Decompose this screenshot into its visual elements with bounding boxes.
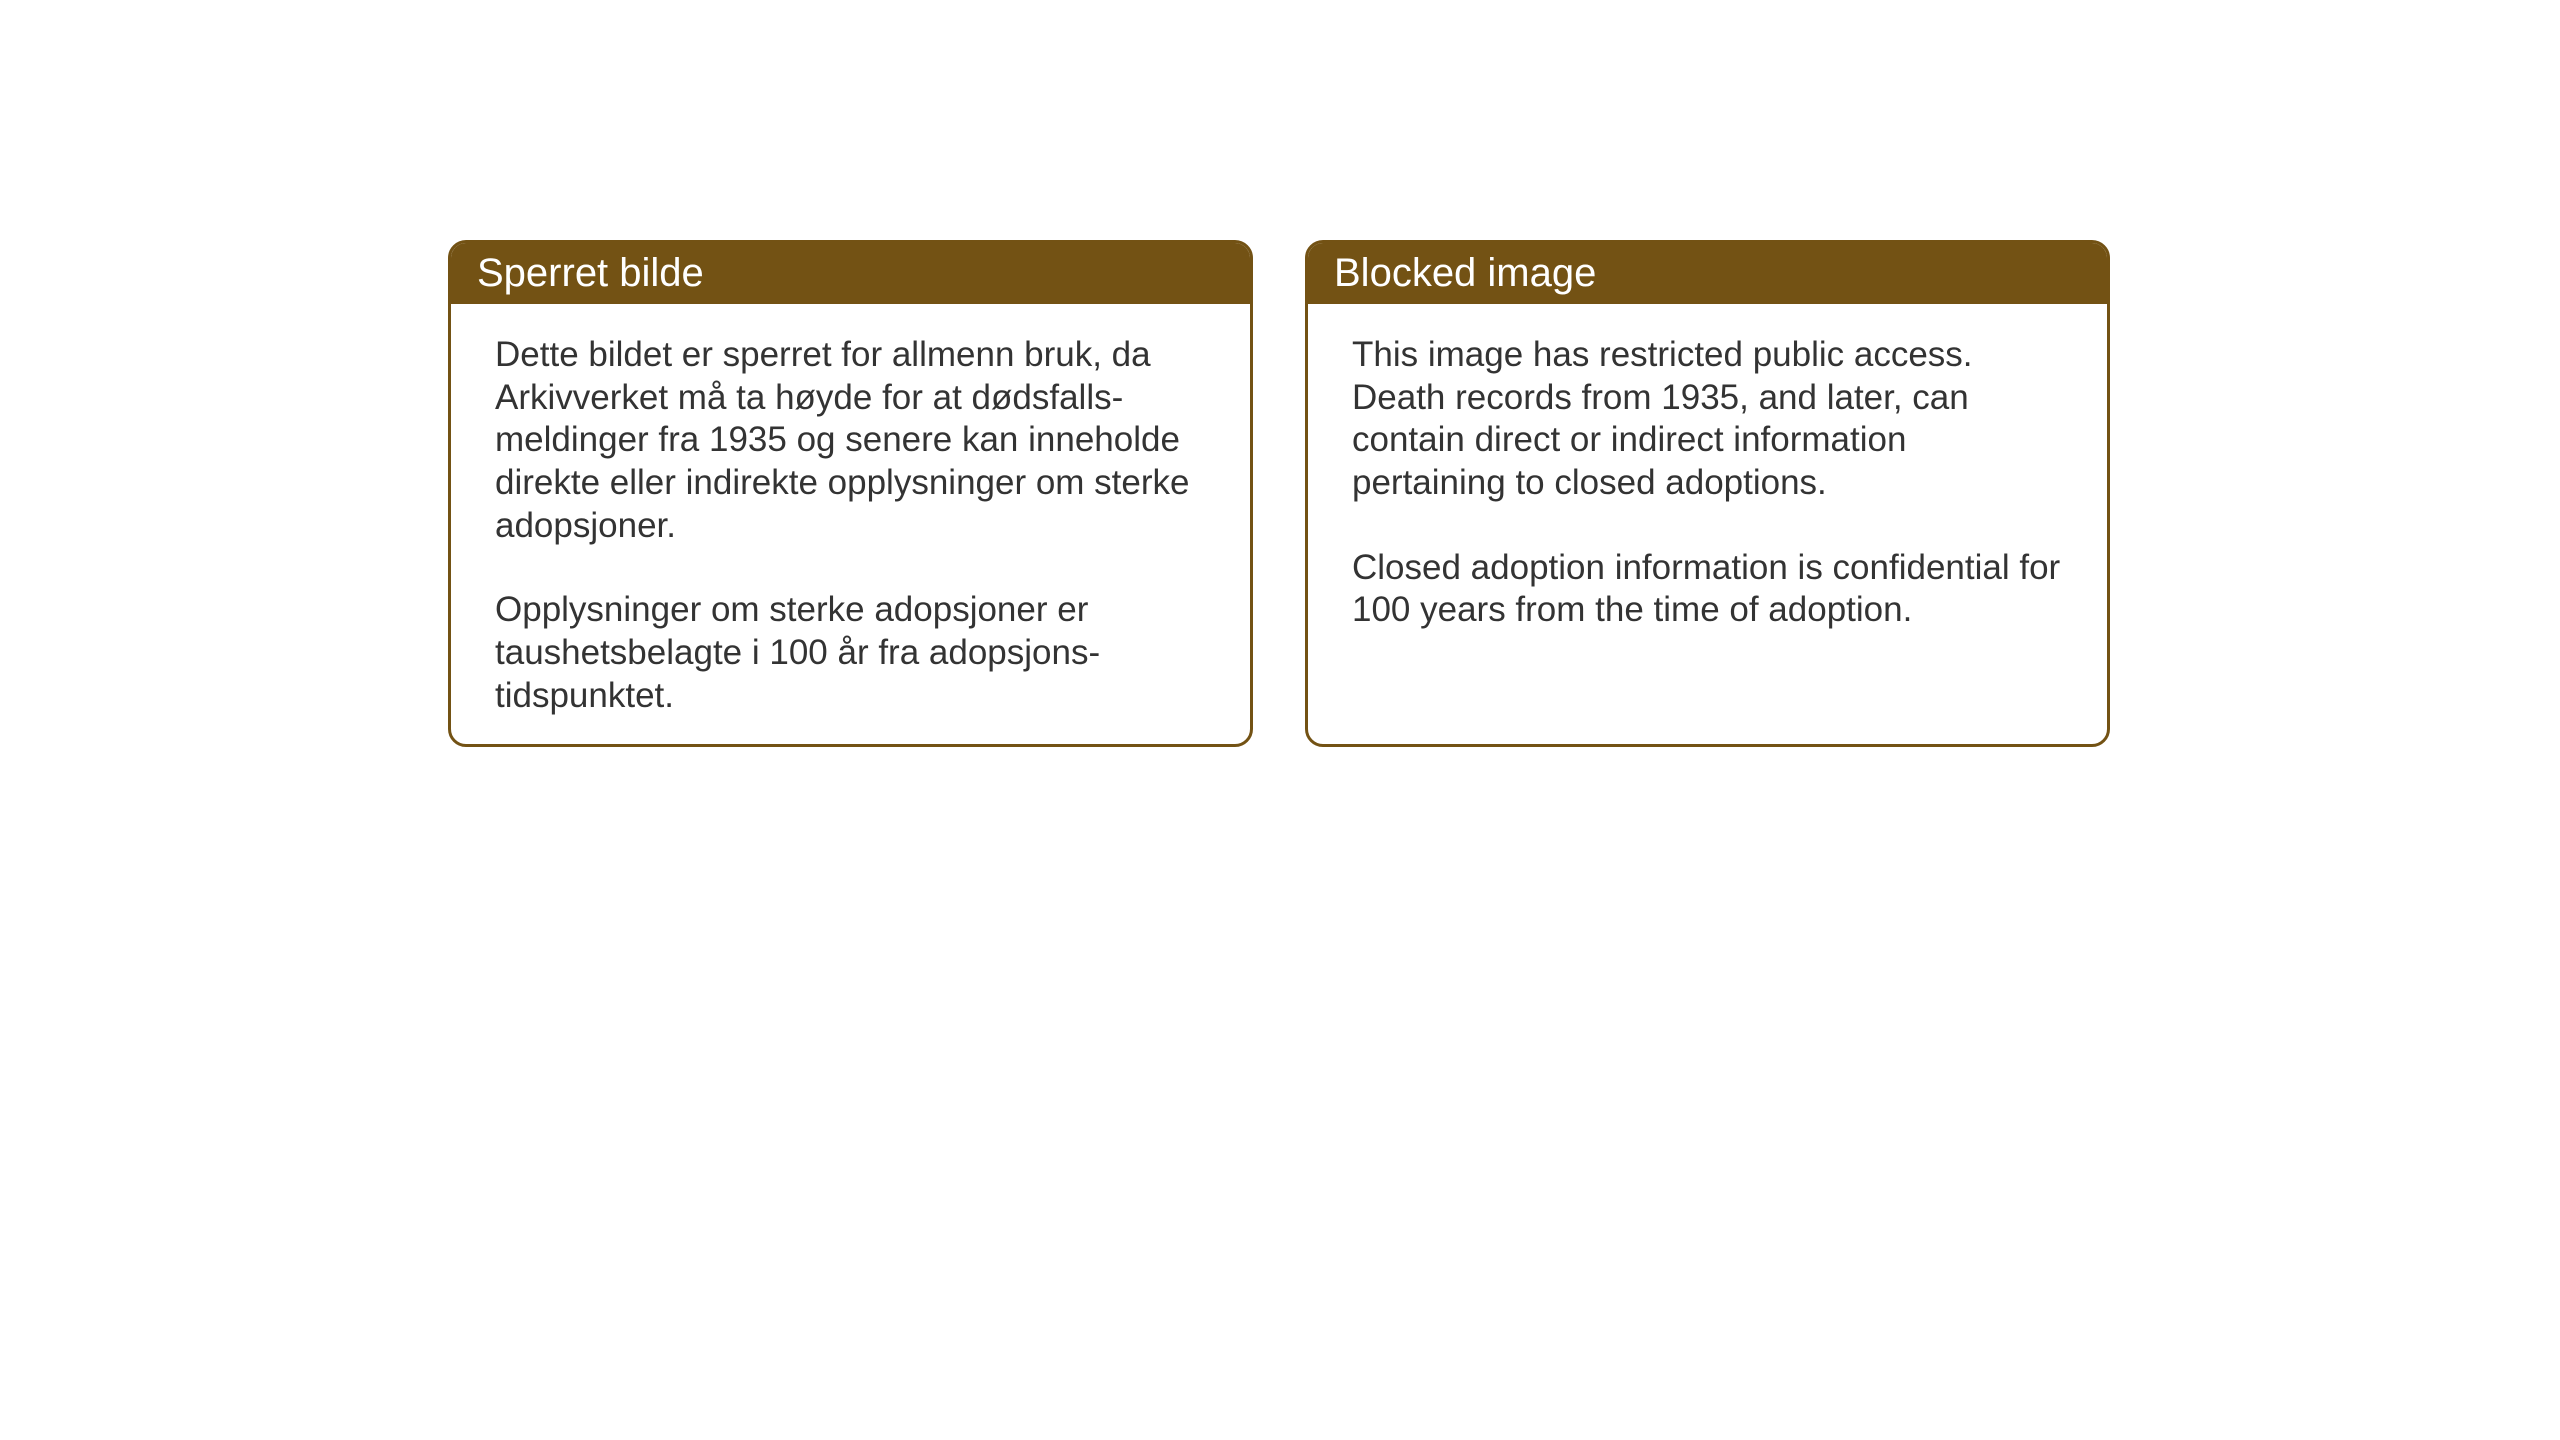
card-norwegian-title: Sperret bilde bbox=[477, 251, 704, 295]
card-norwegian: Sperret bilde Dette bildet er sperret fo… bbox=[448, 240, 1253, 747]
card-norwegian-header: Sperret bilde bbox=[451, 243, 1250, 304]
cards-container: Sperret bilde Dette bildet er sperret fo… bbox=[448, 240, 2110, 747]
card-english: Blocked image This image has restricted … bbox=[1305, 240, 2110, 747]
card-norwegian-paragraph-1: Dette bildet er sperret for allmenn bruk… bbox=[495, 334, 1206, 547]
card-english-paragraph-1: This image has restricted public access.… bbox=[1352, 334, 2063, 505]
card-norwegian-paragraph-2: Opplysninger om sterke adopsjoner er tau… bbox=[495, 589, 1206, 717]
card-english-header: Blocked image bbox=[1308, 243, 2107, 304]
card-norwegian-body: Dette bildet er sperret for allmenn bruk… bbox=[451, 304, 1250, 747]
card-english-paragraph-2: Closed adoption information is confident… bbox=[1352, 547, 2063, 632]
card-english-title: Blocked image bbox=[1334, 251, 1596, 295]
card-english-body: This image has restricted public access.… bbox=[1308, 304, 2107, 672]
